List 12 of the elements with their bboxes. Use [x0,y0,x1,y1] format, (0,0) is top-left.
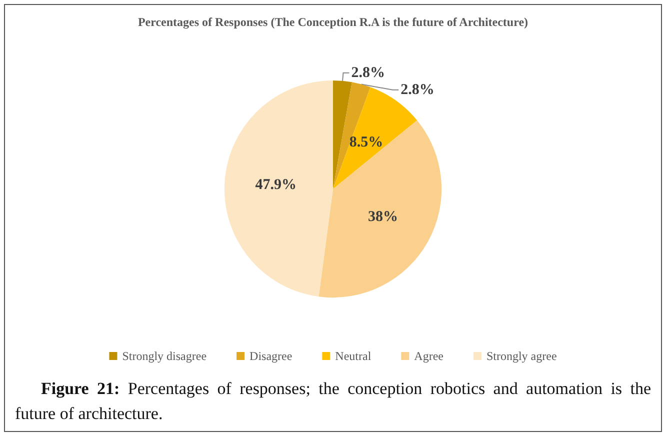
caption: Figure 21: Percentages of responses; the conception robotics and automation is the future of architecture. [15,378,651,425]
data-label: 2.8% [351,64,385,81]
legend-label: Disagree [250,349,292,363]
legend-label: Neutral [335,349,372,363]
data-label: 2.8% [400,82,434,98]
data-label: 8.5% [349,134,384,150]
legend-label: Agree [414,349,444,363]
data-label: 38% [368,208,398,225]
legend-label: Strongly agree [486,349,557,363]
data-label: 47.9% [255,177,296,194]
chart-title: Percentages of Responses (The Conception R.A is the future of Architecture) [138,15,528,29]
legend-label: Strongly disagree [122,349,207,363]
